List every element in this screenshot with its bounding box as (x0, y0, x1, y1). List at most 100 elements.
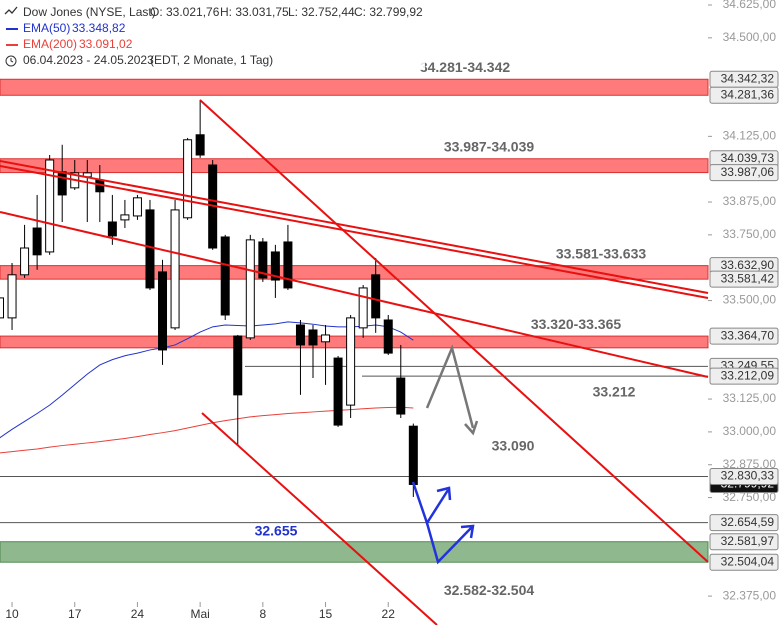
x-tick-label: 8 (259, 607, 266, 621)
y-tick-label: 33.125,00 (723, 391, 777, 405)
x-tick-label: 24 (131, 607, 145, 621)
candle-body (308, 329, 318, 346)
price-tag (709, 327, 779, 345)
zone-label: 33.320-33.365 (531, 316, 622, 332)
y-tick-label: 33.750,00 (723, 227, 777, 241)
price-tag-label: 33.581,42 (721, 271, 775, 285)
candle-body (120, 214, 130, 221)
y-tick-label: 33.875,00 (723, 194, 777, 208)
title: Dow Jones (NYSE, Last) (23, 5, 156, 19)
y-tick-label: 32.375,00 (723, 588, 777, 602)
price-tag (709, 270, 779, 288)
x-tick-label: Mai (190, 607, 209, 621)
axes: 34.625,00 34.500,00 34.125,00 33.875,00 33.7… (5, 0, 776, 621)
price-tag (709, 467, 779, 485)
zone-labels: 34.281-34.342 33.987-34.039 33.581-33.633 3… (420, 59, 647, 598)
y-tick-label: 33.500,00 (723, 293, 777, 307)
candle-body (321, 334, 331, 343)
price-tag (709, 367, 779, 385)
candle-body (158, 271, 168, 351)
price-tag-label: 33.987,06 (721, 165, 775, 179)
candle-body (358, 287, 368, 329)
candle-body (0, 297, 4, 319)
ohlc: C: 32.799,92 (354, 5, 423, 19)
price-tag-label: 33.212,09 (721, 368, 775, 382)
price-tag-label: 33.632,90 (721, 258, 775, 272)
legend-name: EMA(50) (23, 21, 70, 35)
candle-body (333, 357, 343, 426)
price-tag (709, 514, 779, 532)
header: Dow Jones (NYSE, Last) O: 33.021,76 H: 3… (0, 0, 425, 70)
candle-body (245, 239, 255, 339)
price-tag-label: 32.654,59 (721, 515, 775, 529)
y-tick-label: 32.875,00 (723, 457, 777, 471)
price-tag-label: 34.281,36 (721, 87, 775, 101)
ohlc: L: 32.752,44 (288, 5, 355, 19)
ohlc: O: 33.021,76 (150, 5, 220, 19)
price-tag (709, 533, 779, 551)
price-tag-label: 32.830,33 (721, 469, 775, 483)
price-tag-label: 33.364,70 (721, 328, 775, 342)
candle-body (233, 335, 243, 396)
candle-body (57, 171, 67, 196)
zone-label: 32.582-32.504 (444, 582, 535, 598)
ema-lines (0, 321, 414, 454)
zone (0, 541, 709, 563)
candle-body (183, 139, 193, 219)
zone-label: 33.987-34.039 (444, 138, 535, 154)
period: 06.04.2023 - 24.05.2023 (23, 53, 154, 67)
candle-body (258, 241, 268, 279)
ema-line (0, 406, 414, 454)
price-tag-label: 34.342,32 (721, 71, 775, 85)
price-tag-label: 32.581,97 (721, 534, 775, 548)
candle-body (270, 251, 280, 281)
candle-body (132, 197, 142, 217)
period-note: (EDT, 2 Monate, 1 Tag) (150, 53, 273, 67)
candle-body (45, 159, 55, 253)
candle-body (408, 425, 418, 485)
annotation: 32.655 (255, 523, 298, 539)
price-tag-label: 32.504,04 (721, 554, 775, 568)
candle-body (371, 274, 381, 319)
zone-label: 33.581-33.633 (556, 245, 647, 261)
zone (0, 78, 709, 96)
ema-line (0, 321, 414, 439)
candle-body (107, 221, 117, 237)
candles (0, 99, 418, 497)
x-tick-label: 17 (68, 607, 82, 621)
x-tick-label: 15 (319, 607, 333, 621)
ohlc: H: 33.031,75 (220, 5, 289, 19)
candle-body (195, 134, 205, 156)
price-tag-label: 34.039,73 (721, 151, 775, 165)
candle-body (170, 209, 180, 329)
y-tick-label: 32.750,00 (723, 490, 777, 504)
candle-body (32, 227, 42, 256)
zone-label: 34.281-34.342 (420, 59, 511, 75)
zone (0, 158, 709, 174)
candle-body (283, 241, 293, 289)
level-lines (0, 365, 708, 524)
price-tag (709, 86, 779, 104)
price-tag (709, 164, 779, 182)
candle-body (346, 317, 356, 406)
legend-name: EMA(200) (23, 37, 77, 51)
annotation: 33.090 (492, 438, 535, 454)
trend-lines (0, 99, 709, 625)
candle-body (7, 274, 17, 319)
price-tag (709, 553, 779, 571)
candle-body (383, 319, 393, 354)
candle-body (145, 209, 155, 289)
candle-body (20, 247, 30, 276)
legend-value: 33.348,82 (72, 21, 126, 35)
candle-body (396, 377, 406, 415)
y-tick-label: 34.500,00 (723, 30, 777, 44)
candle-body (220, 236, 230, 316)
annotation: 33.212 (593, 384, 636, 400)
x-tick-label: 22 (382, 607, 396, 621)
y-tick-label: 34.125,00 (723, 129, 777, 143)
candle-body (295, 324, 305, 346)
x-tick-label: 10 (5, 607, 19, 621)
y-tick-label: 34.625,00 (723, 0, 777, 11)
